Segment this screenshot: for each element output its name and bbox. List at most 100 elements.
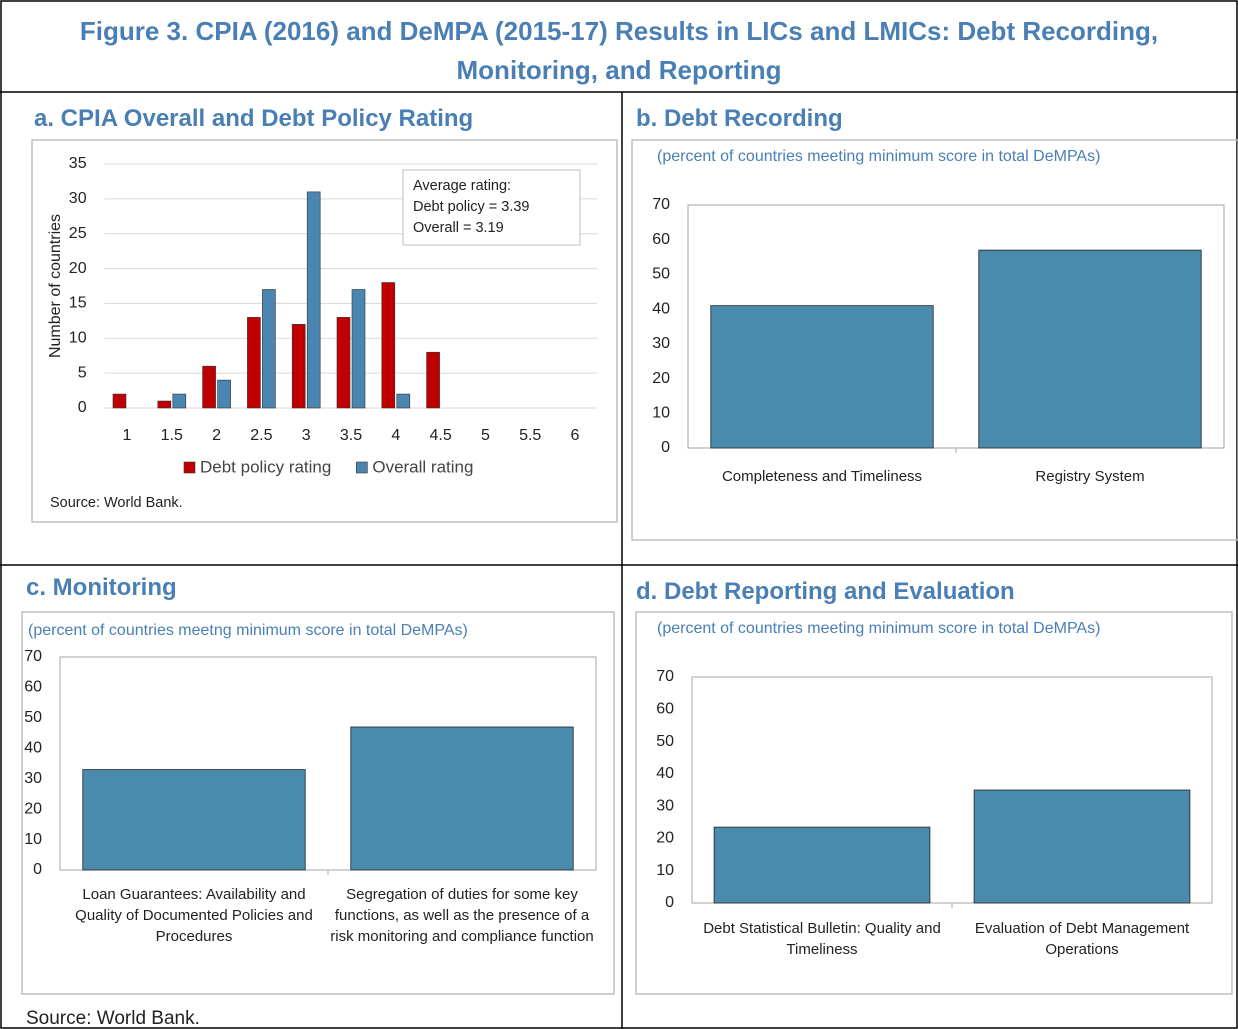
x-tick-label-box: Evaluation of Debt Management Operations	[974, 920, 1190, 958]
bar	[291, 324, 306, 409]
x-tick-label: Evaluation of Debt Management Operations	[974, 920, 1190, 958]
annotation: Debt policy = 3.39	[413, 199, 529, 215]
annotation: Average rating:	[413, 178, 511, 194]
legend-swatch	[356, 461, 368, 474]
y-tick-label: 0	[661, 439, 670, 456]
y-tick-label: 60	[24, 679, 42, 696]
x-tick-label: 4	[391, 427, 400, 444]
bar	[350, 726, 574, 871]
bar	[710, 305, 934, 449]
x-tick-label: 2	[212, 427, 221, 444]
chart-frame	[21, 611, 615, 995]
y-tick-label: 60	[656, 701, 674, 718]
bar	[262, 289, 276, 409]
bar	[351, 289, 366, 409]
y-tick-label: 10	[652, 405, 670, 422]
y-tick-label: 5	[78, 364, 87, 381]
bar	[217, 379, 231, 409]
chart-subtitle: (percent of countries meeting minimum sc…	[657, 620, 1100, 637]
legend-label: Debt policy rating	[200, 457, 331, 476]
bar	[381, 282, 396, 409]
y-tick-label: 0	[78, 399, 87, 416]
chart-title: c. Monitoring	[26, 574, 177, 601]
bar	[157, 400, 172, 409]
x-tick-label: 6	[571, 427, 580, 444]
legend-swatch	[183, 461, 196, 474]
x-tick-label: Completeness and Timeliness	[721, 468, 923, 485]
x-tick-label-box: Segregation of duties for some key funct…	[330, 886, 594, 945]
bar	[247, 317, 261, 409]
y-tick-label: 30	[24, 770, 42, 787]
y-tick-label: 70	[656, 668, 674, 685]
y-tick-label: 25	[69, 225, 87, 242]
x-tick-label-box: Debt Statistical Bulletin: Quality and T…	[703, 920, 941, 958]
bar	[713, 826, 931, 904]
x-tick-label-box: Registry System	[1035, 468, 1145, 485]
y-tick-label: 50	[656, 733, 674, 750]
x-tick-label: 3.5	[340, 427, 362, 444]
chart-subtitle: (percent of countries meeting minimum sc…	[657, 148, 1100, 165]
bar	[396, 393, 411, 409]
bar	[306, 191, 321, 409]
y-tick-label: 10	[69, 330, 87, 347]
source: Source: World Bank.	[26, 1008, 200, 1029]
bar	[112, 393, 127, 409]
chart-title: b. Debt Recording	[636, 105, 843, 132]
bar	[973, 789, 1191, 904]
chart-frame	[635, 611, 1233, 995]
x-tick-label: 1	[123, 427, 132, 444]
x-tick-label: Registry System	[1035, 468, 1145, 485]
y-tick-label: 70	[24, 648, 42, 665]
y-tick-label: 30	[652, 335, 670, 352]
y-tick-label: 60	[652, 231, 670, 248]
bar	[82, 769, 306, 871]
x-tick-label: 2.5	[250, 427, 272, 444]
chart-subtitle: (percent of countries meetng minimum sco…	[28, 622, 468, 639]
x-tick-label: Loan Guarantees: Availability and Qualit…	[75, 886, 313, 945]
chart-frame	[31, 139, 618, 523]
chart-frame	[631, 139, 1238, 541]
x-tick-label: 3	[302, 427, 311, 444]
y-tick-label: 50	[652, 266, 670, 283]
bar	[172, 393, 187, 409]
y-tick-label: 40	[652, 300, 670, 317]
y-tick-label: 0	[665, 894, 674, 911]
bar	[978, 249, 1202, 449]
bar	[426, 351, 440, 409]
bar	[336, 317, 351, 409]
y-tick-label: 40	[656, 765, 674, 782]
y-tick-label: 30	[656, 797, 674, 814]
y-tick-label: 20	[652, 370, 670, 387]
x-tick-label: 5.5	[519, 427, 541, 444]
y-axis-label: Number of countries	[47, 214, 64, 358]
y-tick-label: 70	[652, 196, 670, 213]
x-tick-label: 4.5	[429, 427, 451, 444]
x-tick-label: Segregation of duties for some key funct…	[330, 886, 594, 945]
y-tick-label: 30	[69, 190, 87, 207]
y-tick-label: 50	[24, 709, 42, 726]
annotation: Overall = 3.19	[413, 220, 504, 236]
y-tick-label: 40	[24, 740, 42, 757]
y-tick-label: 15	[69, 295, 87, 312]
y-tick-label: 20	[69, 260, 87, 277]
chart-title: a. CPIA Overall and Debt Policy Rating	[34, 105, 473, 132]
y-tick-label: 35	[69, 155, 87, 172]
chart-source: Source: World Bank.	[50, 495, 183, 511]
x-tick-label: 1.5	[161, 427, 183, 444]
x-tick-label: Debt Statistical Bulletin: Quality and T…	[703, 920, 941, 958]
annotation-box	[402, 169, 581, 246]
x-tick-label-box: Completeness and Timeliness	[721, 468, 923, 485]
chart-title: d. Debt Reporting and Evaluation	[636, 578, 1015, 605]
bar	[202, 365, 216, 409]
x-tick-label: 5	[481, 427, 490, 444]
figure-title-box: Figure 3. CPIA (2016) and DeMPA (2015-17…	[79, 16, 1159, 85]
x-tick-label-box: Loan Guarantees: Availability and Qualit…	[75, 886, 313, 945]
y-tick-label: 10	[24, 831, 42, 848]
y-tick-label: 20	[656, 830, 674, 847]
figure-title: Figure 3. CPIA (2016) and DeMPA (2015-17…	[79, 16, 1159, 85]
y-tick-label: 0	[33, 861, 42, 878]
y-tick-label: 10	[656, 862, 674, 879]
legend-label: Overall rating	[372, 457, 473, 476]
